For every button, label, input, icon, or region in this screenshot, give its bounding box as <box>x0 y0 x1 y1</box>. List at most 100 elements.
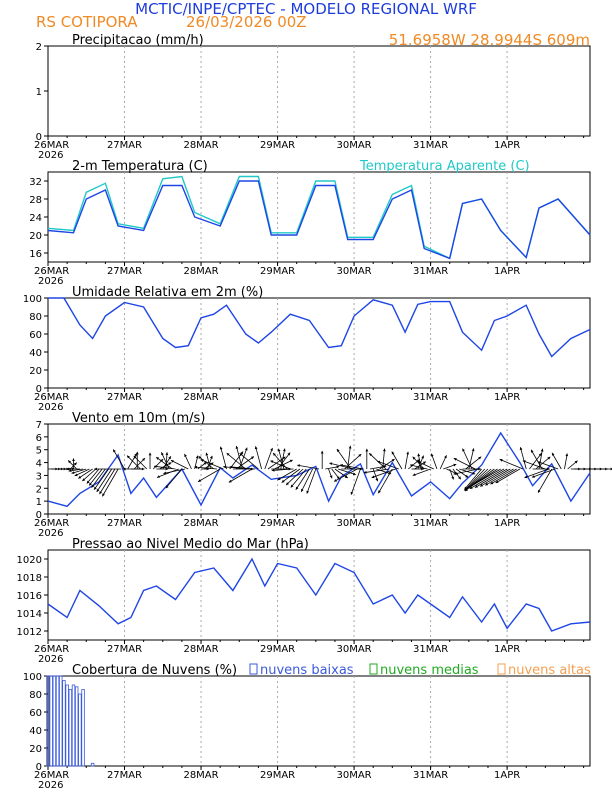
wind-arrow <box>238 447 248 470</box>
wind-arrow <box>340 464 364 470</box>
x-tick-label: 28MAR <box>183 644 218 655</box>
x-tick-label: 29MAR <box>260 266 295 277</box>
wind-arrow <box>479 468 511 487</box>
wind-arrowhead <box>160 459 164 462</box>
wind-arrowhead <box>485 482 489 486</box>
x-tick-label: 1APR <box>494 392 520 403</box>
wind-arrow <box>226 452 246 470</box>
wind-arrow <box>333 468 358 482</box>
panels-group: 26MAR 27MAR 28MAR 29MAR 30MAR 31MAR 1APR202601… <box>17 33 612 791</box>
x-tick-label: 28MAR <box>183 266 218 277</box>
wind-arrow <box>295 468 310 490</box>
wind-arrow <box>306 468 317 494</box>
wind-arrowhead <box>94 486 97 490</box>
wind-arrowhead <box>391 459 395 462</box>
wind-arrowhead <box>499 459 503 462</box>
x-tick-label: 1APR <box>494 518 520 529</box>
wind-arrow <box>519 447 527 470</box>
wind-arrowhead <box>72 458 75 461</box>
wind-arrowhead <box>122 467 126 471</box>
wind-arrow <box>485 468 514 486</box>
wind-arrowhead <box>133 455 137 459</box>
wind-arrowhead <box>235 446 239 449</box>
wind-arrowhead <box>163 471 167 475</box>
y-tick-label: 1 <box>36 497 42 508</box>
temp-line <box>47 180 591 260</box>
panel-title: Umidade Relativa em 2m (%) <box>72 285 263 300</box>
wind-arrowhead <box>363 470 367 474</box>
humidity-line <box>48 297 591 358</box>
wind-arrow <box>229 466 256 470</box>
wind-arrowhead <box>490 481 494 485</box>
x-tick-label: 26MAR <box>34 518 69 529</box>
x-tick-label: 31MAR <box>413 518 448 529</box>
y-tick-label: 3 <box>36 471 42 482</box>
y-tick-label: 5 <box>36 446 42 457</box>
wind-arrowhead <box>198 456 202 460</box>
wind-arrow <box>382 448 385 470</box>
y-tick-label: 20 <box>29 744 42 755</box>
wind-arrowhead <box>444 455 447 459</box>
wind-arrow <box>529 452 542 470</box>
wind-arrowhead <box>320 450 324 454</box>
x-tick-label: 29MAR <box>260 392 295 403</box>
wind-arrowhead <box>229 465 233 469</box>
cloud-low-bar <box>81 689 85 767</box>
wind-arrow <box>468 448 475 470</box>
wind-arrow <box>165 452 168 470</box>
x-tick-label: 28MAR <box>183 770 218 781</box>
panel-humidity: 26MAR 27MAR 28MAR 29MAR 30MAR 31MAR 1APR 2026 0 2… <box>23 285 591 413</box>
wind-arrow <box>88 468 103 486</box>
y-tick-label: 4 <box>36 459 42 470</box>
wind-arrowhead <box>350 491 354 495</box>
x-year-label: 2026 <box>38 402 63 413</box>
wind-arrow <box>220 446 227 470</box>
y-tick-label: 40 <box>29 726 42 737</box>
y-tick-label: 40 <box>29 348 42 359</box>
wind-arrow <box>155 456 173 470</box>
wind-arrowhead <box>168 456 171 460</box>
wind-arrow <box>223 466 249 470</box>
wind-arrowhead <box>412 473 416 476</box>
legend-swatch <box>249 663 258 675</box>
wind-arrowhead <box>540 448 544 452</box>
y-tick-label: 0 <box>36 762 42 773</box>
wind-arrow <box>271 468 294 471</box>
wind-arrowhead <box>219 446 223 450</box>
wind-arrow <box>531 468 556 478</box>
wind-arrow <box>377 468 393 494</box>
wind-arrow <box>490 468 517 485</box>
plot-frame <box>47 675 591 767</box>
x-tick-label: 27MAR <box>107 770 142 781</box>
x-tick-label: 31MAR <box>413 266 448 277</box>
wind-arrowhead <box>465 474 469 478</box>
wind-arrowhead <box>537 461 541 464</box>
wind-arrowhead <box>352 472 356 476</box>
y-tick-label: 100 <box>23 294 42 305</box>
wind-arrowhead <box>281 479 285 483</box>
wind-arrow <box>404 451 409 470</box>
panel-title: Vento em 10m (m/s) <box>72 411 205 426</box>
cloud-low-bar <box>49 675 53 767</box>
x-tick-label: 26MAR <box>34 140 69 151</box>
wind-arrow <box>101 468 119 497</box>
wind-arrowhead <box>391 451 395 455</box>
wind-arrowhead <box>282 448 286 452</box>
x-tick-label: 29MAR <box>260 518 295 529</box>
wind-arrow <box>255 446 262 470</box>
wind-arrowhead <box>68 469 72 473</box>
wind-arrowhead <box>286 482 289 486</box>
panel-title: 2-m Temperatura (C) <box>72 159 208 174</box>
wind-arrow <box>93 468 109 490</box>
wind-arrowhead <box>66 467 69 471</box>
wind-arrowhead <box>547 456 551 460</box>
cloud-low-bar <box>71 684 76 767</box>
wind-speed-line <box>47 431 591 508</box>
y-tick-label: 1014 <box>17 609 42 620</box>
wind-arrowhead <box>156 457 160 460</box>
wind-arrowhead <box>519 447 523 451</box>
wind-arrowhead <box>329 475 333 479</box>
y-tick-label: 1020 <box>17 555 42 566</box>
location-label: RS COTIPORA <box>36 13 138 31</box>
wind-arrow <box>290 468 307 488</box>
